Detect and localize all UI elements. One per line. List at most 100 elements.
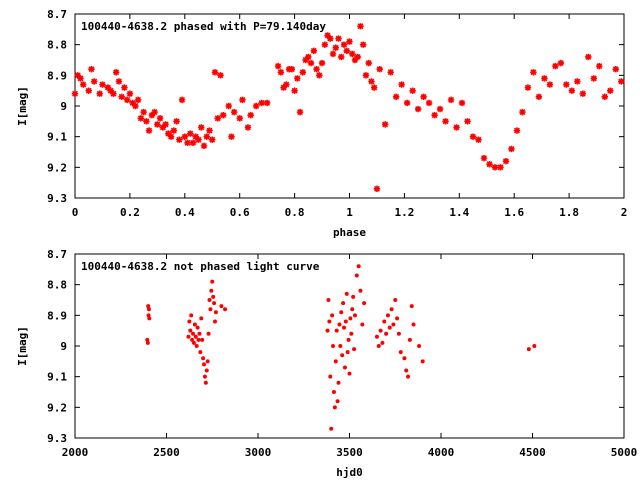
data-point [357, 23, 364, 30]
x-tick-label: 1 [346, 206, 353, 219]
data-point [362, 72, 370, 79]
data-point [203, 133, 210, 140]
data-point [546, 81, 554, 88]
data-point [335, 399, 340, 404]
data-point [368, 78, 375, 85]
data-point [354, 273, 359, 278]
data-point [475, 136, 482, 143]
x-tick-label: 0.6 [230, 206, 250, 219]
data-point [453, 124, 460, 131]
data-point [329, 426, 334, 431]
data-point [274, 62, 282, 70]
y-tick-label: 8.8 [47, 39, 67, 52]
data-point [236, 115, 243, 122]
data-point [252, 102, 260, 110]
data-point [220, 112, 227, 119]
data-point [409, 304, 414, 309]
data-point [321, 41, 328, 48]
y-tick-label: 8.9 [47, 69, 67, 82]
y-tick-label: 9.1 [47, 371, 67, 384]
data-point [129, 99, 136, 107]
data-point [431, 112, 438, 119]
data-point [385, 313, 390, 318]
data-point [535, 93, 543, 100]
data-point [115, 78, 123, 85]
data-point [324, 32, 331, 39]
data-point [195, 325, 200, 330]
data-point [118, 93, 125, 100]
data-point [574, 78, 581, 85]
data-point [225, 102, 232, 110]
data-point [159, 124, 167, 131]
data-point [328, 374, 333, 379]
data-point [310, 47, 318, 54]
data-point [590, 75, 598, 82]
data-point [508, 145, 515, 153]
data-point [146, 307, 151, 312]
data-point [205, 359, 210, 364]
chart-title: 100440-4638.2 not phased light curve [81, 260, 320, 273]
data-point [187, 319, 192, 324]
y-tick-label: 9.1 [47, 131, 67, 144]
data-point [339, 310, 344, 315]
data-point [110, 90, 117, 97]
data-point [329, 50, 337, 58]
data-point [162, 121, 169, 128]
data-point [192, 133, 199, 140]
data-point [184, 139, 191, 146]
data-point [203, 380, 208, 385]
data-point [327, 35, 334, 42]
data-point [211, 69, 219, 76]
data-point [202, 374, 207, 379]
data-point [283, 81, 290, 88]
data-point [190, 337, 195, 342]
x-tick-label: 4000 [428, 446, 455, 459]
data-point [365, 59, 372, 67]
data-point [239, 96, 246, 104]
data-point [340, 353, 345, 358]
data-point [244, 124, 252, 131]
y-tick-label: 9.3 [47, 192, 67, 205]
data-point [345, 350, 350, 355]
data-point [112, 69, 120, 76]
data-point [436, 105, 444, 113]
data-point [325, 328, 330, 333]
data-point [145, 337, 150, 342]
data-point [342, 325, 347, 330]
data-point [231, 108, 238, 116]
data-point [210, 279, 215, 284]
data-point [618, 78, 625, 85]
x-tick-label: 2500 [153, 446, 180, 459]
data-point [376, 344, 381, 348]
y-tick-label: 9 [60, 100, 67, 113]
data-point [402, 356, 407, 361]
data-point [74, 72, 81, 79]
data-point [607, 87, 614, 94]
data-point [173, 118, 180, 125]
data-point [344, 291, 349, 296]
plot-frame [74, 253, 625, 439]
data-point [198, 124, 205, 131]
data-point [151, 108, 158, 116]
data-point [91, 78, 98, 85]
x-tick-label: 2000 [62, 446, 89, 459]
data-point [362, 301, 367, 306]
data-point [132, 102, 139, 110]
x-tick-label: 0.2 [120, 206, 140, 219]
data-point [398, 350, 403, 355]
data-point [332, 44, 339, 51]
data-point [352, 313, 357, 318]
data-point [332, 405, 337, 410]
x-tick-label: 1.8 [559, 206, 579, 219]
data-point [557, 59, 565, 67]
data-point [307, 59, 315, 67]
data-point [350, 307, 355, 312]
data-point [247, 112, 254, 119]
y-tick-label: 8.8 [47, 279, 67, 292]
data-point [356, 264, 361, 269]
data-point [513, 127, 521, 134]
data-point [347, 371, 352, 376]
data-point [200, 337, 205, 342]
data-point [201, 356, 206, 361]
